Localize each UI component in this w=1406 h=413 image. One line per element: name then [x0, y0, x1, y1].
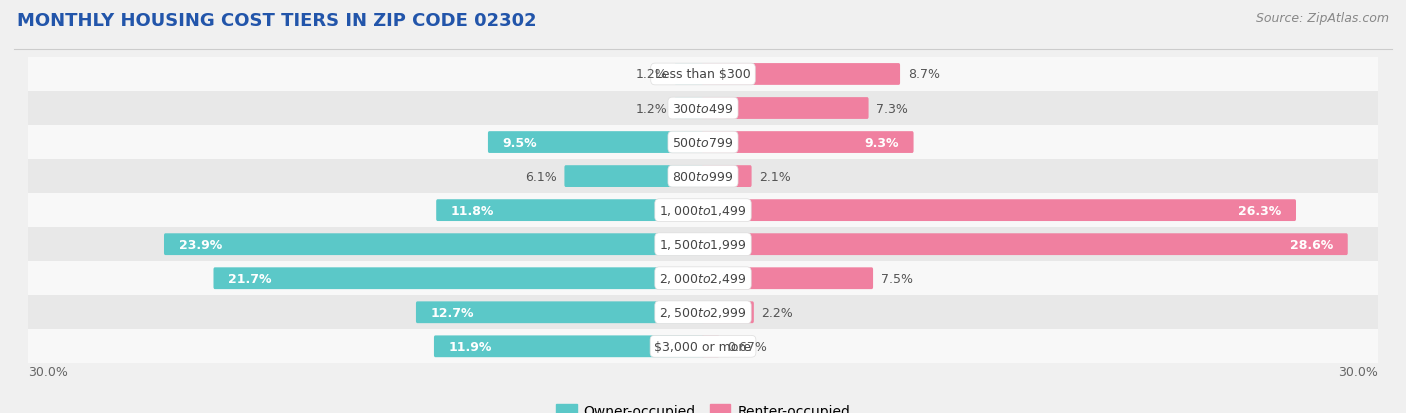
Text: 1.2%: 1.2%: [636, 102, 666, 115]
FancyBboxPatch shape: [702, 336, 720, 357]
FancyBboxPatch shape: [675, 98, 704, 120]
Text: 30.0%: 30.0%: [1339, 365, 1378, 378]
FancyBboxPatch shape: [214, 268, 704, 290]
FancyBboxPatch shape: [702, 98, 869, 120]
FancyBboxPatch shape: [28, 228, 1378, 261]
Text: 30.0%: 30.0%: [28, 365, 67, 378]
FancyBboxPatch shape: [436, 200, 704, 221]
FancyBboxPatch shape: [702, 64, 900, 85]
FancyBboxPatch shape: [488, 132, 704, 154]
Text: $800 to $999: $800 to $999: [672, 170, 734, 183]
Text: $2,000 to $2,499: $2,000 to $2,499: [659, 272, 747, 285]
FancyBboxPatch shape: [28, 58, 1378, 92]
Text: 26.3%: 26.3%: [1237, 204, 1281, 217]
Text: 11.9%: 11.9%: [449, 340, 492, 353]
Text: 28.6%: 28.6%: [1289, 238, 1333, 251]
Text: 6.1%: 6.1%: [524, 170, 557, 183]
Text: 21.7%: 21.7%: [228, 272, 271, 285]
Text: Less than $300: Less than $300: [655, 68, 751, 81]
FancyBboxPatch shape: [28, 261, 1378, 296]
FancyBboxPatch shape: [28, 330, 1378, 363]
FancyBboxPatch shape: [702, 301, 754, 323]
FancyBboxPatch shape: [434, 336, 704, 357]
Text: $2,500 to $2,999: $2,500 to $2,999: [659, 306, 747, 320]
Text: 0.67%: 0.67%: [727, 340, 766, 353]
Text: 1.2%: 1.2%: [636, 68, 666, 81]
Text: 2.1%: 2.1%: [759, 170, 792, 183]
FancyBboxPatch shape: [28, 126, 1378, 160]
Text: 11.8%: 11.8%: [451, 204, 495, 217]
Text: 7.3%: 7.3%: [876, 102, 908, 115]
Text: 7.5%: 7.5%: [880, 272, 912, 285]
Text: $300 to $499: $300 to $499: [672, 102, 734, 115]
Legend: Owner-occupied, Renter-occupied: Owner-occupied, Renter-occupied: [550, 399, 856, 413]
FancyBboxPatch shape: [165, 234, 704, 256]
Text: 9.5%: 9.5%: [503, 136, 537, 149]
Text: MONTHLY HOUSING COST TIERS IN ZIP CODE 02302: MONTHLY HOUSING COST TIERS IN ZIP CODE 0…: [17, 12, 537, 30]
Text: $1,500 to $1,999: $1,500 to $1,999: [659, 237, 747, 252]
Text: Source: ZipAtlas.com: Source: ZipAtlas.com: [1256, 12, 1389, 25]
Text: 8.7%: 8.7%: [908, 68, 939, 81]
Text: $1,000 to $1,499: $1,000 to $1,499: [659, 204, 747, 218]
FancyBboxPatch shape: [28, 296, 1378, 330]
Text: $500 to $799: $500 to $799: [672, 136, 734, 149]
FancyBboxPatch shape: [28, 160, 1378, 194]
FancyBboxPatch shape: [702, 268, 873, 290]
FancyBboxPatch shape: [702, 166, 752, 188]
FancyBboxPatch shape: [702, 200, 1296, 221]
FancyBboxPatch shape: [28, 92, 1378, 126]
Text: 9.3%: 9.3%: [865, 136, 898, 149]
Text: 2.2%: 2.2%: [762, 306, 793, 319]
FancyBboxPatch shape: [28, 194, 1378, 228]
FancyBboxPatch shape: [702, 132, 914, 154]
FancyBboxPatch shape: [564, 166, 704, 188]
FancyBboxPatch shape: [702, 234, 1348, 256]
FancyBboxPatch shape: [675, 64, 704, 85]
Text: 23.9%: 23.9%: [179, 238, 222, 251]
FancyBboxPatch shape: [416, 301, 704, 323]
Text: 12.7%: 12.7%: [430, 306, 474, 319]
Text: $3,000 or more: $3,000 or more: [655, 340, 751, 353]
